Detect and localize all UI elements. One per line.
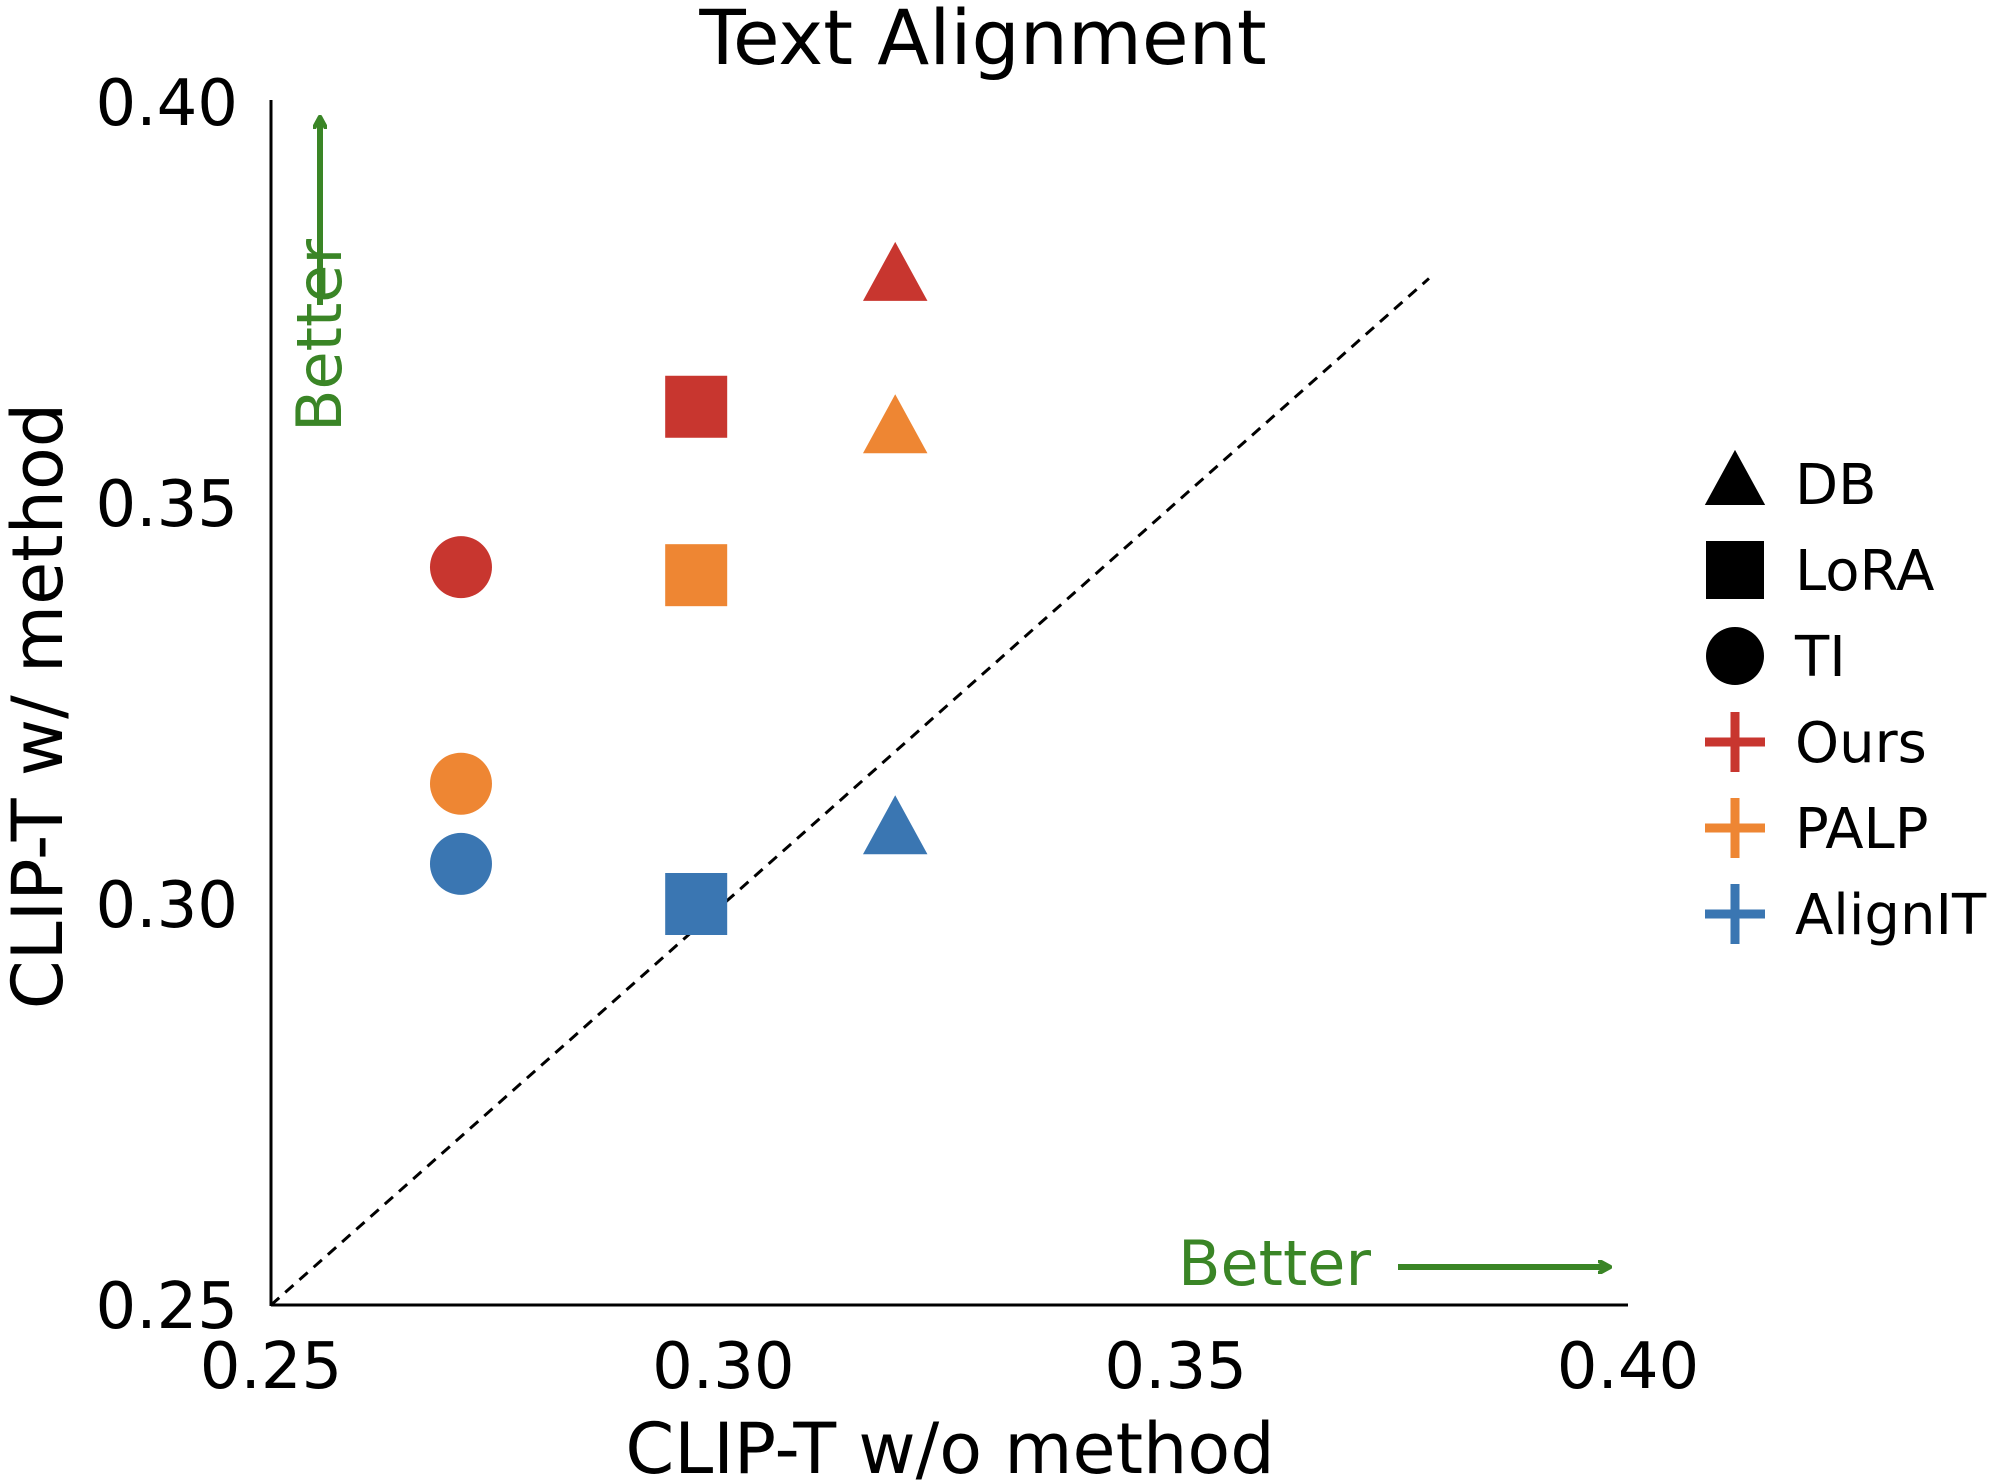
legend-plus-icon	[1705, 712, 1765, 772]
point-ti-alignit	[429, 832, 492, 895]
x-tick-labels: 0.25 0.30 0.35 0.40	[200, 1330, 1700, 1404]
y-tick-label: 0.35	[96, 468, 239, 542]
x-axis-label: CLIP-T w/o method	[625, 1408, 1274, 1484]
better-right-label: Better	[1178, 1227, 1371, 1300]
point-ti-palp	[429, 752, 492, 815]
legend-square-icon	[1706, 541, 1764, 599]
legend-label-db: DB	[1795, 453, 1877, 518]
point-lora-ours	[665, 375, 728, 438]
legend: DB LoRA TI Ours PALP AlignIT	[1704, 449, 1987, 948]
better-arrow-right: Better	[1178, 1227, 1609, 1300]
x-tick-label: 0.40	[1557, 1330, 1700, 1404]
x-tick-label: 0.30	[652, 1330, 795, 1404]
y-axis-label: CLIP-T w/ method	[0, 403, 79, 1009]
point-ti-ours	[429, 536, 492, 599]
y-tick-label: 0.30	[96, 869, 239, 943]
data-points	[429, 241, 928, 935]
point-db-alignit	[862, 795, 928, 855]
y-tick-label: 0.40	[96, 67, 239, 141]
legend-circle-icon	[1706, 627, 1764, 685]
legend-triangle-icon	[1704, 449, 1766, 505]
point-db-ours	[862, 241, 928, 301]
x-tick-label: 0.35	[1104, 1330, 1247, 1404]
legend-plus-icon	[1705, 798, 1765, 858]
legend-label-palp: PALP	[1795, 797, 1928, 862]
x-tick-label: 0.25	[200, 1330, 343, 1404]
better-arrow-up: Better	[283, 118, 356, 432]
chart-title: Text Alignment	[698, 0, 1266, 82]
legend-plus-icon	[1705, 884, 1765, 944]
y-tick-labels: 0.25 0.30 0.35 0.40	[96, 67, 239, 1344]
point-lora-alignit	[665, 873, 728, 935]
legend-label-alignit: AlignIT	[1795, 883, 1987, 948]
point-lora-palp	[665, 544, 728, 607]
y-tick-label: 0.25	[96, 1270, 239, 1344]
legend-label-lora: LoRA	[1795, 539, 1934, 604]
legend-label-ours: Ours	[1795, 711, 1927, 776]
diagonal-reference-line	[270, 277, 1430, 1307]
legend-label-ti: TI	[1794, 625, 1846, 690]
point-db-palp	[862, 394, 928, 454]
better-up-label: Better	[283, 239, 356, 432]
